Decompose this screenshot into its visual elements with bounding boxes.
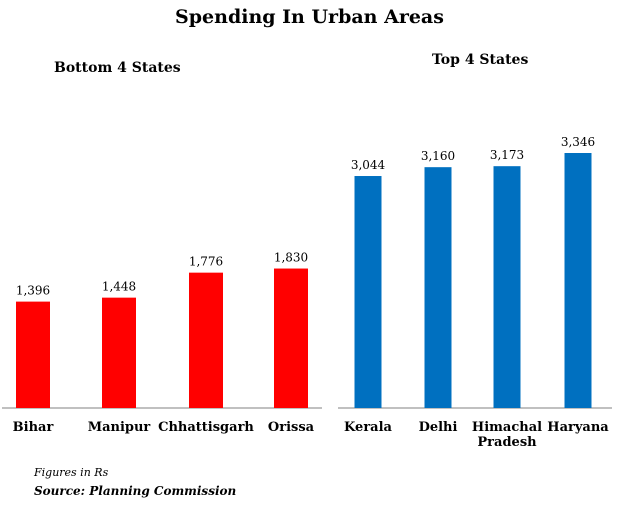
bar-manipur <box>102 297 136 408</box>
bar-delhi <box>424 167 452 408</box>
category-label-chhattisgarh: Chhattisgarh <box>158 420 254 435</box>
category-label-bihar: Bihar <box>13 420 54 435</box>
bar-haryana <box>564 153 592 408</box>
value-label-haryana: 3,346 <box>561 135 595 149</box>
right-chart-title: Top 4 States <box>432 52 529 68</box>
category-label-kerala: Kerala <box>344 420 392 435</box>
bar-orissa <box>274 268 308 408</box>
bar-himachal-pradesh <box>493 166 521 408</box>
value-label-delhi: 3,160 <box>421 149 455 163</box>
category-label-manipur: Manipur <box>88 420 151 435</box>
chart-title: Spending In Urban Areas <box>175 6 444 28</box>
bar-chhattisgarh <box>189 272 223 408</box>
bar-bihar <box>16 301 50 408</box>
footnote: Figures in Rs <box>34 466 109 479</box>
value-label-bihar: 1,396 <box>16 284 50 298</box>
category-label-delhi: Delhi <box>419 420 458 435</box>
value-label-orissa: 1,830 <box>274 251 308 265</box>
left-chart-title: Bottom 4 States <box>54 60 181 76</box>
value-label-himachal-pradesh: 3,173 <box>490 148 524 162</box>
value-label-kerala: 3,044 <box>351 158 386 172</box>
category-label-himachal-pradesh: Himachal Pradesh <box>472 420 542 450</box>
value-label-chhattisgarh: 1,776 <box>189 255 223 269</box>
value-label-manipur: 1,448 <box>102 280 136 294</box>
category-label-orissa: Orissa <box>268 420 315 435</box>
bar-kerala <box>354 176 382 408</box>
source-note: Source: Planning Commission <box>34 484 237 498</box>
category-label-haryana: Haryana <box>547 420 609 435</box>
